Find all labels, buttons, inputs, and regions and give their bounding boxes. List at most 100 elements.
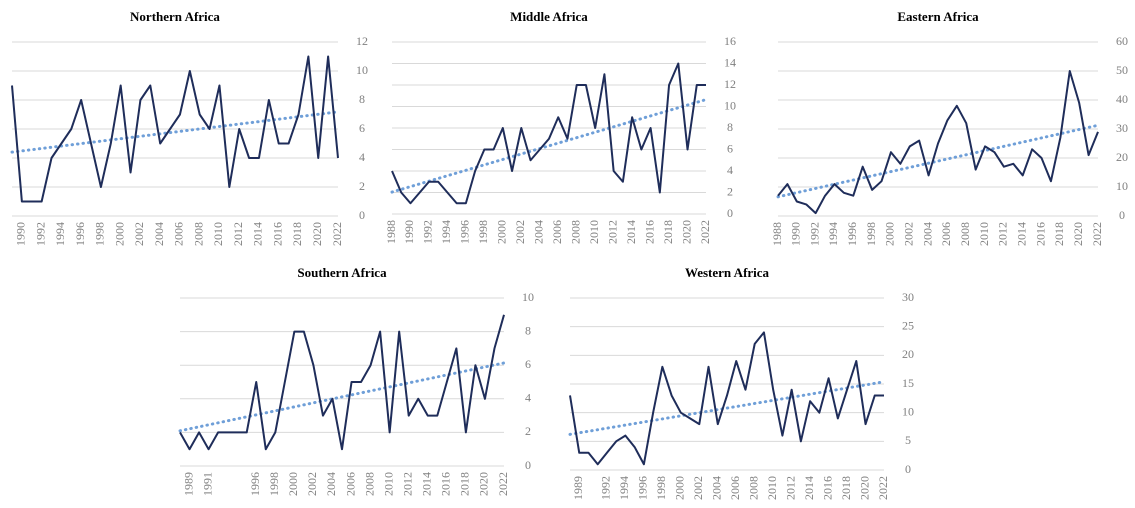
x-tick-label: 2004: [710, 476, 724, 500]
x-tick-label: 2020: [477, 472, 491, 496]
y-tick-label: 10: [356, 63, 368, 77]
y-tick-label: 5: [905, 433, 911, 447]
y-tick-label: 0: [905, 462, 911, 476]
y-tick-label: 8: [727, 120, 733, 134]
x-tick-label: 2018: [661, 220, 675, 244]
x-tick-label: 2016: [642, 220, 656, 244]
x-tick-label: 2008: [191, 222, 205, 246]
x-tick-label: 2006: [172, 222, 186, 246]
x-tick-label: 2010: [211, 222, 225, 246]
x-tick-label: 1992: [421, 220, 435, 244]
x-tick-label: 1988: [770, 222, 784, 246]
y-tick-label: 0: [727, 206, 733, 220]
x-tick-label: 2010: [381, 472, 395, 496]
y-tick-label: 4: [727, 163, 733, 177]
y-tick-label: 8: [359, 92, 365, 106]
x-tick-label: 1998: [864, 222, 878, 246]
x-tick-label: 2006: [728, 476, 742, 500]
x-tick-label: 1992: [807, 222, 821, 246]
x-tick-label: 2004: [324, 472, 338, 496]
y-tick-label: 2: [525, 424, 531, 438]
data-line: [391, 62, 706, 205]
chart-title: Eastern Africa: [897, 9, 979, 24]
x-tick-label: 1996: [845, 222, 859, 246]
x-tick-label: 2004: [920, 222, 934, 246]
y-tick-label: 8: [525, 323, 531, 337]
x-tick-label: 1992: [33, 222, 47, 246]
x-tick-label: 2022: [876, 476, 890, 500]
x-tick-label: 2016: [270, 222, 284, 246]
x-tick-label: 2022: [496, 472, 510, 496]
x-tick-label: 2008: [362, 472, 376, 496]
chart-title: Southern Africa: [297, 265, 387, 280]
x-tick-label: 2018: [290, 222, 304, 246]
trend-line: [10, 110, 340, 154]
x-tick-label: 2022: [1090, 222, 1104, 246]
x-tick-label: 2000: [112, 222, 126, 246]
x-tick-label: 1998: [476, 220, 490, 244]
chart-title: Middle Africa: [510, 9, 588, 24]
x-tick-label: 2016: [1033, 222, 1047, 246]
x-tick-label: 1988: [384, 220, 398, 244]
x-tick-label: 2004: [152, 222, 166, 246]
x-tick-label: 1994: [439, 220, 453, 244]
x-tick-label: 2014: [802, 476, 816, 500]
x-tick-label: 2012: [783, 476, 797, 500]
x-tick-label: 1996: [636, 476, 650, 500]
y-tick-label: 60: [1116, 34, 1128, 48]
x-tick-label: 1989: [181, 472, 195, 496]
x-tick-label: 1996: [73, 222, 87, 246]
x-tick-label: 1998: [654, 476, 668, 500]
x-tick-label: 2018: [1052, 222, 1066, 246]
x-tick-label: 2006: [939, 222, 953, 246]
y-tick-label: 20: [902, 347, 914, 361]
y-tick-label: 40: [1116, 92, 1128, 106]
x-tick-label: 2000: [883, 222, 897, 246]
x-tick-label: 1994: [53, 222, 67, 246]
y-tick-label: 2: [359, 179, 365, 193]
x-tick-label: 2020: [1071, 222, 1085, 246]
y-tick-label: 6: [525, 357, 531, 371]
trend-line: [776, 123, 1100, 199]
y-tick-label: 30: [902, 290, 914, 304]
x-tick-label: 1992: [599, 476, 613, 500]
x-tick-label: 2012: [400, 472, 414, 496]
y-tick-label: 25: [902, 318, 914, 332]
x-tick-label: 1994: [826, 222, 840, 246]
x-tick-label: 2014: [624, 220, 638, 244]
x-tick-label: 2000: [286, 472, 300, 496]
x-tick-label: 2010: [587, 220, 601, 244]
x-tick-label: 1990: [789, 222, 803, 246]
x-tick-label: 1989: [571, 476, 585, 500]
x-tick-label: 2016: [820, 476, 834, 500]
x-tick-label: 2008: [958, 222, 972, 246]
x-tick-label: 1994: [617, 476, 631, 500]
x-tick-label: 1990: [14, 222, 28, 246]
y-tick-label: 4: [525, 391, 531, 405]
y-tick-label: 10: [522, 290, 534, 304]
x-tick-label: 2014: [420, 472, 434, 496]
x-tick-label: 2020: [310, 222, 324, 246]
x-tick-label: 2018: [458, 472, 472, 496]
y-tick-label: 30: [1116, 121, 1128, 135]
y-tick-label: 14: [724, 55, 736, 69]
x-tick-label: 2022: [698, 220, 712, 244]
x-tick-label: 2004: [532, 220, 546, 244]
y-tick-label: 10: [1116, 179, 1128, 193]
x-tick-label: 2012: [996, 222, 1010, 246]
y-tick-label: 4: [359, 150, 365, 164]
x-tick-label: 1996: [458, 220, 472, 244]
trend-line: [568, 380, 886, 436]
trend-line: [390, 98, 708, 194]
x-tick-label: 1998: [93, 222, 107, 246]
chart-title: Western Africa: [685, 265, 770, 280]
x-tick-label: 2018: [839, 476, 853, 500]
x-tick-label: 2002: [132, 222, 146, 246]
y-tick-label: 6: [359, 121, 365, 135]
x-tick-label: 2000: [495, 220, 509, 244]
y-tick-label: 16: [724, 34, 736, 48]
x-tick-label: 2010: [977, 222, 991, 246]
x-tick-label: 2002: [902, 222, 916, 246]
x-tick-label: 2022: [330, 222, 344, 246]
